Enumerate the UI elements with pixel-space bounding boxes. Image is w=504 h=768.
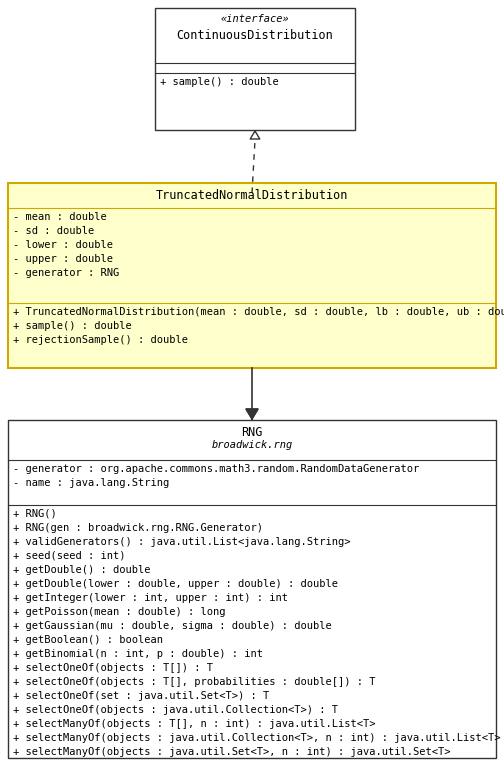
Bar bbox=[155, 8, 355, 130]
Text: RNG: RNG bbox=[241, 426, 263, 439]
Text: - generator : RNG: - generator : RNG bbox=[13, 268, 119, 278]
Bar bbox=[8, 420, 496, 758]
Text: + getPoisson(mean : double) : long: + getPoisson(mean : double) : long bbox=[13, 607, 225, 617]
Text: + getDouble(lower : double, upper : double) : double: + getDouble(lower : double, upper : doub… bbox=[13, 579, 338, 589]
Text: ContinuousDistribution: ContinuousDistribution bbox=[176, 29, 333, 42]
Text: - sd : double: - sd : double bbox=[13, 226, 94, 236]
Text: - lower : double: - lower : double bbox=[13, 240, 113, 250]
Text: broadwick.rng: broadwick.rng bbox=[211, 440, 293, 450]
Text: - mean : double: - mean : double bbox=[13, 212, 107, 222]
Text: + selectManyOf(objects : java.util.Set<T>, n : int) : java.util.Set<T>: + selectManyOf(objects : java.util.Set<T… bbox=[13, 747, 451, 757]
Text: TruncatedNormalDistribution: TruncatedNormalDistribution bbox=[156, 189, 348, 202]
Text: + validGenerators() : java.util.List<java.lang.String>: + validGenerators() : java.util.List<jav… bbox=[13, 537, 350, 547]
Text: + selectOneOf(objects : java.util.Collection<T>) : T: + selectOneOf(objects : java.util.Collec… bbox=[13, 705, 338, 715]
Text: + selectManyOf(objects : java.util.Collection<T>, n : int) : java.util.List<T>: + selectManyOf(objects : java.util.Colle… bbox=[13, 733, 500, 743]
Text: - generator : org.apache.commons.math3.random.RandomDataGenerator: - generator : org.apache.commons.math3.r… bbox=[13, 464, 419, 474]
Text: + seed(seed : int): + seed(seed : int) bbox=[13, 551, 125, 561]
Text: + getDouble() : double: + getDouble() : double bbox=[13, 565, 151, 575]
Text: + getGaussian(mu : double, sigma : double) : double: + getGaussian(mu : double, sigma : doubl… bbox=[13, 621, 332, 631]
Text: + sample() : double: + sample() : double bbox=[13, 321, 132, 331]
Text: + RNG(): + RNG() bbox=[13, 509, 57, 519]
Text: + selectOneOf(objects : T[]) : T: + selectOneOf(objects : T[]) : T bbox=[13, 663, 213, 673]
Bar bbox=[8, 183, 496, 368]
Text: «interface»: «interface» bbox=[221, 14, 289, 24]
Text: + getInteger(lower : int, upper : int) : int: + getInteger(lower : int, upper : int) :… bbox=[13, 593, 288, 603]
Text: + selectManyOf(objects : T[], n : int) : java.util.List<T>: + selectManyOf(objects : T[], n : int) :… bbox=[13, 719, 375, 729]
Text: + rejectionSample() : double: + rejectionSample() : double bbox=[13, 335, 188, 345]
Text: - upper : double: - upper : double bbox=[13, 254, 113, 264]
Text: + getBinomial(n : int, p : double) : int: + getBinomial(n : int, p : double) : int bbox=[13, 649, 263, 659]
Text: + TruncatedNormalDistribution(mean : double, sd : double, lb : double, ub : doub: + TruncatedNormalDistribution(mean : dou… bbox=[13, 307, 504, 317]
Text: + selectOneOf(set : java.util.Set<T>) : T: + selectOneOf(set : java.util.Set<T>) : … bbox=[13, 691, 269, 701]
Text: - name : java.lang.String: - name : java.lang.String bbox=[13, 478, 169, 488]
Polygon shape bbox=[246, 409, 258, 419]
Text: + selectOneOf(objects : T[], probabilities : double[]) : T: + selectOneOf(objects : T[], probabiliti… bbox=[13, 677, 375, 687]
Text: + sample() : double: + sample() : double bbox=[160, 77, 279, 87]
Text: + getBoolean() : boolean: + getBoolean() : boolean bbox=[13, 635, 163, 645]
Text: + RNG(gen : broadwick.rng.RNG.Generator): + RNG(gen : broadwick.rng.RNG.Generator) bbox=[13, 523, 263, 533]
